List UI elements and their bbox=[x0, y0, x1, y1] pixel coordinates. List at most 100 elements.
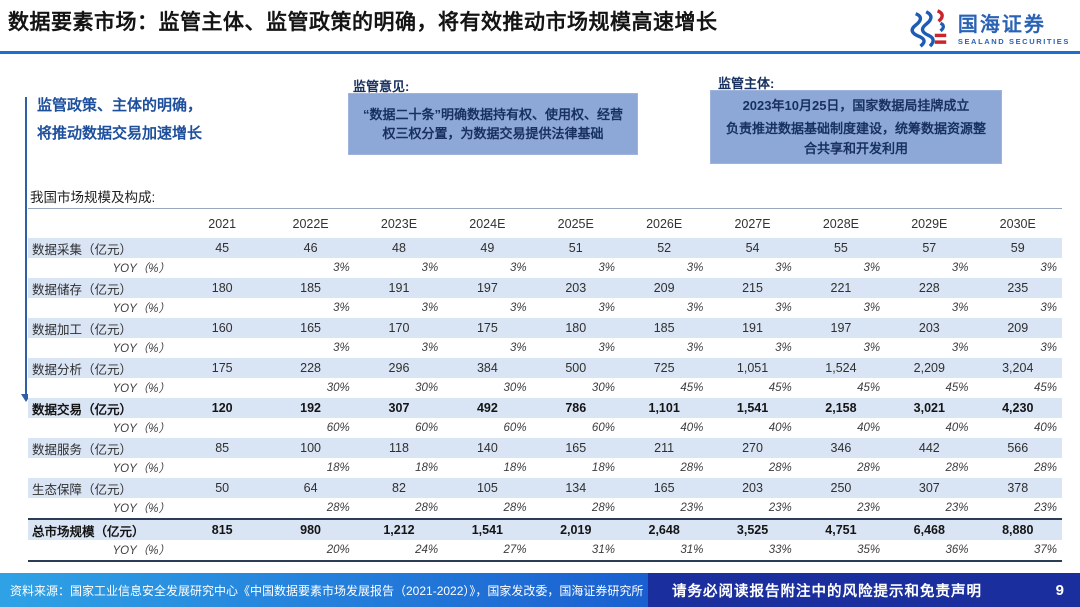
table-cell: 3% bbox=[708, 298, 797, 318]
row-label: 总市场规模（亿元） bbox=[28, 518, 178, 540]
intro-note-line2: 将推动数据交易加速增长 bbox=[37, 124, 203, 142]
table-cell: 3% bbox=[619, 338, 709, 358]
disclaimer-text: 请务必阅读报告附注中的风险提示和免责声明 bbox=[672, 583, 982, 600]
table-cell: 20% bbox=[266, 540, 355, 562]
authority-label: 监管主体: bbox=[718, 76, 775, 91]
table-cell: 500 bbox=[531, 358, 620, 378]
table-cell: 23% bbox=[973, 498, 1062, 519]
table-cell: 8,880 bbox=[973, 518, 1062, 540]
table-cell: 3% bbox=[973, 298, 1062, 318]
table-cell bbox=[178, 338, 267, 358]
table-cell: 52 bbox=[619, 238, 709, 258]
table-cell: 815 bbox=[178, 518, 267, 540]
table-cell: 191 bbox=[354, 278, 444, 298]
table-cell: 221 bbox=[796, 278, 886, 298]
sealand-logo-icon bbox=[909, 7, 951, 54]
table-cell: 215 bbox=[708, 278, 797, 298]
table-cell: 18% bbox=[354, 458, 444, 478]
table-cell: 100 bbox=[266, 438, 355, 458]
table-cell: 2,209 bbox=[885, 358, 974, 378]
logo-name-cn: 国海证券 bbox=[957, 14, 1046, 37]
table-cell: 6,468 bbox=[885, 518, 974, 540]
table-cell: 203 bbox=[708, 478, 797, 498]
table-cell: 191 bbox=[708, 318, 797, 338]
table-cell: 384 bbox=[443, 358, 532, 378]
table-cell bbox=[178, 540, 267, 562]
source-note: 资料来源：国家工业信息安全发展研究中心《中国数据要素市场发展报告（2021-20… bbox=[0, 573, 648, 607]
table-cell: 49 bbox=[443, 238, 532, 258]
table-row: 数据加工（亿元） 160 165 170 175 180 185 191 197 203 209 bbox=[28, 318, 1062, 338]
table-cell: 3% bbox=[619, 258, 709, 278]
table-cell: 30% bbox=[266, 378, 355, 398]
table-cell: 28% bbox=[708, 458, 797, 478]
row-label: YOY（%） bbox=[28, 498, 178, 519]
table-cell: 82 bbox=[354, 478, 444, 498]
table-cell: 23% bbox=[619, 498, 709, 519]
year-column-header: 2026E bbox=[619, 208, 709, 238]
table-cell bbox=[178, 378, 267, 398]
table-cell: 175 bbox=[178, 358, 267, 378]
table-cell: 31% bbox=[619, 540, 709, 562]
row-label: 数据服务（亿元） bbox=[28, 438, 178, 458]
table-cell: 3% bbox=[531, 338, 620, 358]
year-column-header: 2022E bbox=[266, 208, 355, 238]
table-cell: 160 bbox=[178, 318, 267, 338]
table-cell: 60% bbox=[443, 418, 532, 438]
table-cell: 55 bbox=[796, 238, 886, 258]
table-cell: 60% bbox=[266, 418, 355, 438]
table-cell: 3% bbox=[443, 338, 532, 358]
row-label: YOY（%） bbox=[28, 540, 178, 562]
table-cell: 118 bbox=[354, 438, 444, 458]
table-cell: 3% bbox=[531, 258, 620, 278]
table-cell: 4,751 bbox=[796, 518, 886, 540]
year-column-header: 2021 bbox=[178, 208, 267, 238]
table-header-row: 2021 2022E 2023E 2024E 2025E 2026E 2027E 2028E 2… bbox=[28, 208, 1062, 238]
table-cell: 203 bbox=[531, 278, 620, 298]
table-cell: 725 bbox=[619, 358, 709, 378]
connector-arrow-icon bbox=[21, 394, 31, 402]
table-cell: 140 bbox=[443, 438, 532, 458]
footer-bar: 资料来源：国家工业信息安全发展研究中心《中国数据要素市场发展报告（2021-20… bbox=[0, 573, 1080, 607]
year-column-header: 2025E bbox=[531, 208, 620, 238]
row-label: 数据采集（亿元） bbox=[28, 238, 178, 258]
table-cell bbox=[178, 418, 267, 438]
row-label: 生态保障（亿元） bbox=[28, 478, 178, 498]
table-cell: 2,158 bbox=[796, 398, 886, 418]
table-cell: 30% bbox=[443, 378, 532, 398]
table-cell: 60% bbox=[354, 418, 444, 438]
row-label: YOY（%） bbox=[28, 298, 178, 318]
table-cell: 3% bbox=[443, 298, 532, 318]
table-cell: 3,525 bbox=[708, 518, 797, 540]
table-cell: 235 bbox=[973, 278, 1062, 298]
table-cell: 3% bbox=[619, 298, 709, 318]
table-cell: 120 bbox=[178, 398, 267, 418]
table-cell: 3% bbox=[708, 338, 797, 358]
opinion-text: “数据二十条”明确数据持有权、使用权、经营权三权分置，为数据交易提供法律基础 bbox=[362, 106, 623, 142]
row-label: 数据交易（亿元） bbox=[28, 398, 178, 418]
page-title: 数据要素市场：监管主体、监管政策的明确，将有效推动市场规模高速增长 bbox=[8, 11, 718, 34]
logo-name-en: SEALAND SECURITIES bbox=[957, 37, 1070, 47]
row-label: YOY（%） bbox=[28, 458, 178, 478]
year-column-header: 2029E bbox=[885, 208, 974, 238]
table-cell: 59 bbox=[973, 238, 1062, 258]
table-cell: 30% bbox=[531, 378, 620, 398]
table-cell: 3% bbox=[708, 258, 797, 278]
table-cell: 23% bbox=[708, 498, 797, 519]
table-cell: 1,541 bbox=[708, 398, 797, 418]
table-cell: 307 bbox=[354, 398, 444, 418]
table-cell: 51 bbox=[531, 238, 620, 258]
table-row: YOY（%） 60% 60% 60% 60% 40% 40% 40% 40% 40% bbox=[28, 418, 1062, 438]
table-cell: 209 bbox=[973, 318, 1062, 338]
table-cell: 3% bbox=[796, 338, 886, 358]
table-cell: 270 bbox=[708, 438, 797, 458]
row-label: YOY（%） bbox=[28, 338, 178, 358]
table-row: YOY（%） 20% 24% 27% 31% 31% 33% 35% 36% 37% bbox=[28, 540, 1062, 562]
table-cell: 3% bbox=[266, 338, 355, 358]
table-cell: 45% bbox=[973, 378, 1062, 398]
table-cell: 1,212 bbox=[354, 518, 444, 540]
table-cell: 296 bbox=[354, 358, 444, 378]
connector-line bbox=[25, 97, 27, 395]
year-column-header: 2030E bbox=[973, 208, 1062, 238]
table-cell: 165 bbox=[266, 318, 355, 338]
